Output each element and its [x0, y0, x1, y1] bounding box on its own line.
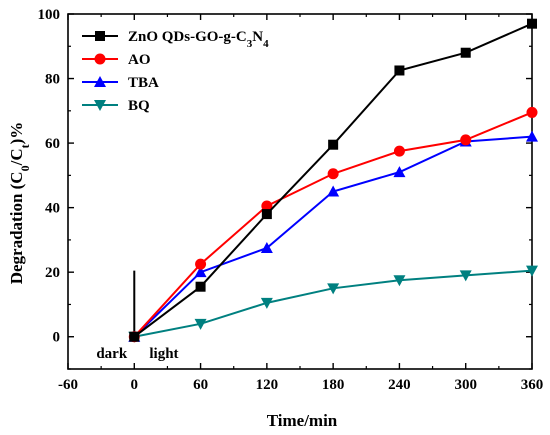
series-line-2	[133, 135, 533, 338]
y-tick-label: 0	[53, 330, 61, 346]
data-point	[460, 134, 472, 146]
x-tick-label: 180	[322, 377, 345, 393]
x-tick-label: 0	[131, 377, 139, 393]
legend-marker	[94, 53, 106, 65]
data-point	[327, 185, 340, 197]
data-point	[194, 318, 207, 330]
data-point	[394, 65, 405, 76]
y-tick-label: 20	[45, 265, 60, 281]
data-point	[460, 47, 471, 58]
annotation-dark: dark	[96, 346, 128, 362]
x-tick-label: -60	[58, 377, 78, 393]
y-tick-label: 80	[45, 72, 60, 88]
x-tick-label: 300	[454, 377, 477, 393]
data-point	[526, 130, 538, 142]
x-tick-label: 240	[388, 377, 411, 393]
data-point	[129, 331, 140, 342]
legend-label: TBA	[128, 75, 159, 91]
legend-label: BQ	[128, 98, 150, 114]
data-point	[459, 270, 472, 282]
x-tick-label: 360	[521, 377, 544, 393]
legend-marker	[94, 100, 106, 111]
legend-marker	[95, 31, 105, 41]
y-tick-label: 100	[38, 7, 61, 23]
x-tick-label: 60	[193, 377, 208, 393]
legend-marker	[94, 76, 106, 87]
legend-label: ZnO QDs-GO-g-C3N4	[128, 29, 269, 50]
y-axis-title: Degradation (C0/Ct)%	[7, 122, 32, 285]
data-point	[194, 266, 207, 278]
data-point	[260, 297, 273, 309]
x-tick-label: 120	[256, 377, 279, 393]
data-point	[260, 241, 273, 253]
data-point	[393, 166, 406, 178]
data-point	[526, 106, 538, 118]
data-point	[261, 209, 272, 220]
plot-area: -60 0 60 120 180 240 300 360 0 20 40 60 80 100 ZnO QDs…	[38, 7, 544, 393]
data-point	[393, 145, 405, 157]
data-point	[261, 200, 273, 212]
data-point	[327, 168, 339, 180]
data-point	[327, 283, 340, 295]
data-point	[393, 275, 406, 287]
data-point	[526, 265, 538, 277]
series-line-3	[134, 269, 533, 338]
legend-label: AO	[128, 52, 151, 68]
annotation-light: light	[149, 346, 178, 362]
data-point	[328, 139, 339, 150]
y-tick-label: 40	[45, 201, 60, 217]
y-tick-label: 60	[45, 136, 60, 152]
data-point	[527, 18, 537, 29]
x-axis-title: Time/min	[267, 411, 338, 430]
data-point	[195, 281, 206, 292]
data-point	[195, 258, 207, 270]
